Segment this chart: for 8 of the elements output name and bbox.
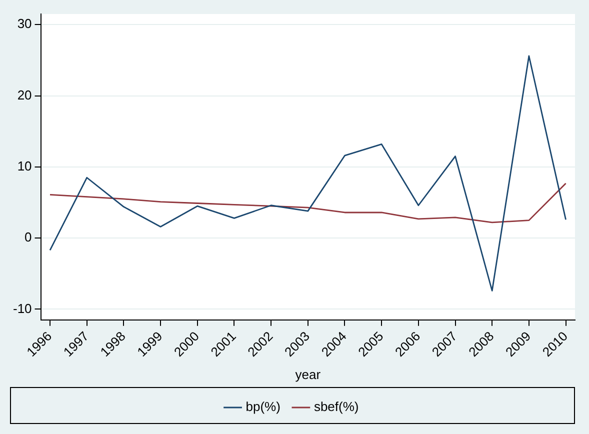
x-axis-title: year bbox=[295, 366, 322, 382]
y-tick-label: 30 bbox=[17, 16, 32, 32]
y-tick-label: 0 bbox=[24, 230, 32, 245]
y-tick-label: -10 bbox=[12, 300, 32, 316]
y-tick-label: 10 bbox=[17, 158, 32, 174]
y-tick-label: 20 bbox=[17, 87, 32, 102]
legend-label: sbef(%) bbox=[314, 399, 359, 414]
legend-label: bp(%) bbox=[246, 399, 280, 414]
